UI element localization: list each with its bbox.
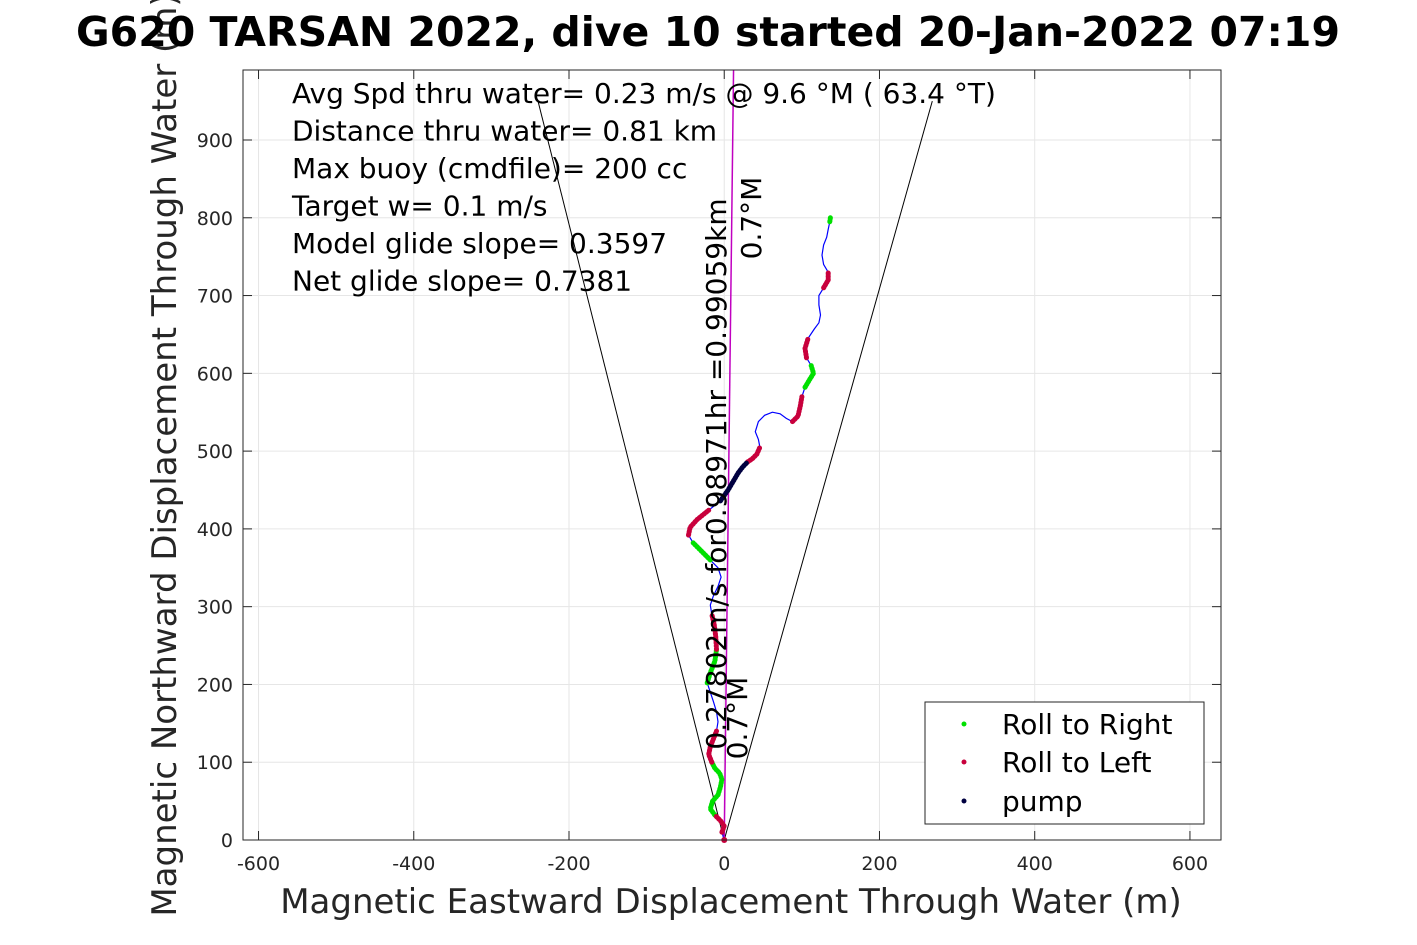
heading-line — [723, 69, 735, 841]
legend: Roll to Right Roll to Left pump — [924, 701, 1205, 825]
cone-right-line — [723, 100, 933, 841]
y-tick-label: 0 — [221, 830, 233, 852]
cone-left-line — [537, 100, 725, 841]
heading-line-label: 0.27802m/s for0.98971hr =0.99059km — [700, 198, 733, 749]
legend-label-roll-right: Roll to Right — [1002, 708, 1173, 741]
roll-left-points — [745, 444, 763, 465]
stats-line: Net glide slope= 0.7381 — [292, 265, 632, 298]
roll-left-points — [706, 728, 719, 765]
plot-frame — [242, 69, 1222, 841]
stats-line: Target w= 0.1 m/s — [291, 190, 548, 223]
y-axis-label: Magnetic Northward Displacement Through … — [145, 0, 185, 917]
legend-label-roll-left: Roll to Left — [1002, 746, 1151, 779]
y-tick-label: 100 — [197, 752, 233, 774]
roll-right-points — [802, 363, 816, 390]
legend-box — [924, 701, 1205, 825]
y-tick-label: 400 — [197, 519, 233, 541]
legend-label-pump: pump — [1002, 785, 1083, 818]
legend-marker-roll-right — [961, 721, 967, 727]
x-tick-label: -200 — [547, 853, 590, 875]
roll-left-points — [686, 507, 712, 538]
heading-bottom-label: 0.7°M — [721, 677, 754, 760]
heading-top-label: 0.7°M — [735, 177, 768, 260]
roll-right-points — [690, 540, 713, 563]
legend-marker-pump — [961, 798, 967, 804]
tick-labels: -600 -400 -200 0 200 400 600 0 100 200 300 400 500 60… — [197, 130, 1208, 875]
roll-right-points — [707, 759, 725, 818]
stats-line: Distance thru water= 0.81 km — [292, 115, 717, 148]
x-axis-label: Magnetic Eastward Displacement Through W… — [280, 882, 1182, 922]
roll-left-points — [790, 394, 805, 425]
y-tick-label: 700 — [197, 286, 233, 308]
roll-right-points — [827, 213, 834, 225]
roll-left-points — [821, 269, 831, 291]
x-tick-label: 200 — [861, 853, 897, 875]
y-tick-label: 900 — [197, 130, 233, 152]
stats-line: Model glide slope= 0.3597 — [292, 227, 667, 260]
legend-marker-roll-left — [961, 759, 967, 765]
y-tick-label: 200 — [197, 674, 233, 696]
plot-marks — [537, 69, 933, 843]
x-tick-label: 400 — [1017, 853, 1053, 875]
y-tick-label: 800 — [197, 208, 233, 230]
stats-annotations: Avg Spd thru water= 0.23 m/s @ 9.6 °M ( … — [291, 77, 996, 298]
x-tick-label: 600 — [1172, 853, 1208, 875]
x-tick-label: -400 — [392, 853, 435, 875]
pump-points — [717, 459, 750, 504]
x-tick-label: 0 — [718, 853, 730, 875]
roll-left-points — [712, 812, 727, 835]
chart-title: G620 TARSAN 2022, dive 10 started 20-Jan… — [76, 8, 1340, 56]
y-tick-label: 500 — [197, 441, 233, 463]
stats-line: Max buoy (cmdfile)= 200 cc — [292, 152, 687, 185]
roll-right-points — [704, 646, 719, 686]
y-tick-label: 300 — [197, 597, 233, 619]
stats-line: Avg Spd thru water= 0.23 m/s @ 9.6 °M ( … — [292, 77, 996, 110]
y-tick-label: 600 — [197, 363, 233, 385]
x-tick-label: -600 — [237, 853, 280, 875]
roll-left-points — [709, 611, 719, 652]
roll-left-points — [802, 335, 811, 361]
